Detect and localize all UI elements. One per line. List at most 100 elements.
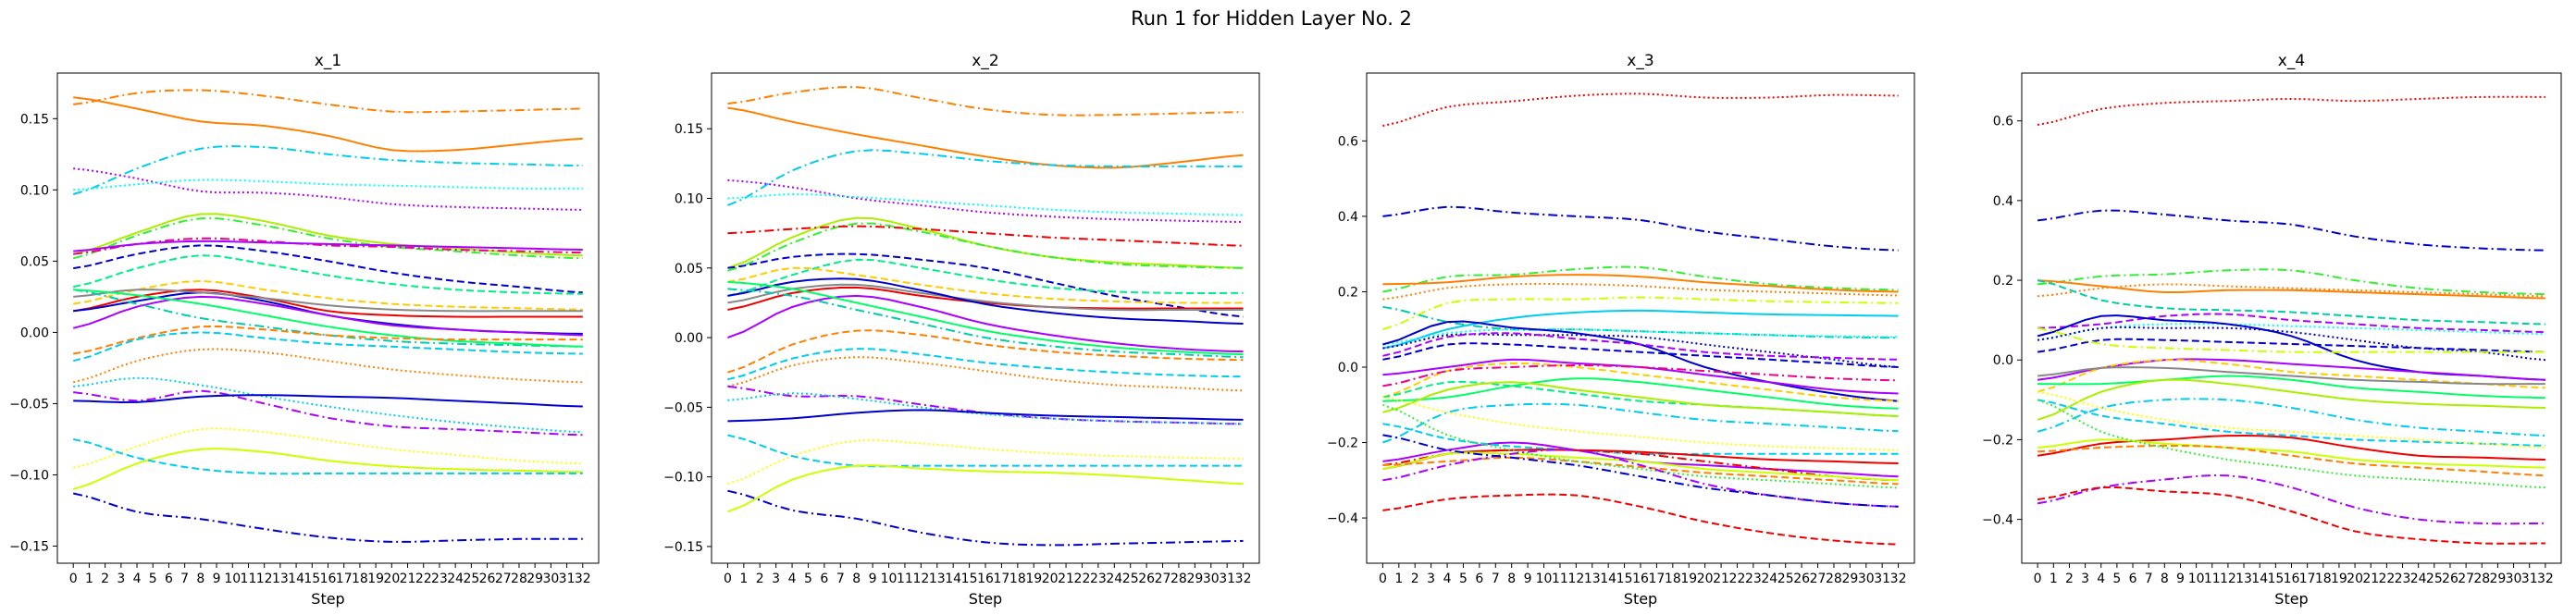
series-line-x_1-0 [73, 96, 583, 153]
series-line-x_2-23 [727, 438, 1244, 486]
series-line-x_2-19 [727, 356, 1244, 392]
x-tick-label: 4 [133, 572, 142, 586]
series-line-x_1-10 [72, 254, 583, 295]
x-tick-label: 10 [881, 572, 898, 586]
series-line-x_2-24 [727, 434, 1244, 468]
series-line-x_2-15 [727, 288, 1244, 359]
series-line-x_3-8 [1382, 327, 1899, 346]
x-tick-label: 13 [272, 572, 289, 586]
series-line-x_1-12 [73, 279, 583, 311]
series-line-x_2-0 [727, 106, 1244, 169]
series-line-x_2-9 [727, 258, 1244, 297]
x-tick-label: 4 [2097, 572, 2105, 586]
x-tick-label: 20 [1042, 572, 1059, 586]
x-tick-label: 6 [820, 572, 828, 586]
x-tick-label: 30 [542, 572, 559, 586]
x-tick-label: 2 [756, 572, 764, 586]
x-tick-label: 11 [2204, 572, 2221, 586]
y-tick-label: 0.6 [1993, 115, 2013, 129]
x-tick-label: 16 [977, 572, 994, 586]
subplot-title: x_2 [972, 52, 998, 70]
y-tick-label: 0.0 [1338, 361, 1358, 375]
x-tick-label: 5 [1459, 572, 1468, 586]
y-tick-label: 0.00 [20, 326, 49, 340]
series-line-x_1-19 [72, 331, 583, 363]
series-line-x_2-6 [727, 222, 1244, 272]
x-tick-label: 29 [526, 572, 543, 586]
series-line-x_4-16 [2037, 378, 2545, 421]
series-line-x_2-13 [727, 277, 1244, 325]
x-tick-label: 6 [1475, 572, 1483, 586]
x-tick-label: 2 [1411, 572, 1419, 586]
series-line-x_3-19 [1382, 402, 1899, 444]
x-tick-label: 9 [2176, 572, 2185, 586]
series-line-x_4-5 [2037, 279, 2545, 326]
series-line-x_4-18 [2037, 399, 2545, 447]
series-line-x_4-15 [2037, 375, 2545, 400]
x-tick-label: 21 [1713, 572, 1729, 586]
y-tick-label: −0.2 [1327, 437, 1358, 451]
series-line-x_1-11 [73, 289, 583, 318]
x-tick-label: 28 [1826, 572, 1842, 586]
series-line-x_4-1 [2037, 209, 2545, 252]
x-tick-label: 7 [836, 572, 845, 586]
x-tick-label: 9 [869, 572, 877, 586]
series-line-x_3-14 [1382, 362, 1899, 402]
plot-frame [56, 72, 600, 564]
x-tick-label: 8 [1507, 572, 1516, 586]
x-tick-label: 11 [241, 572, 257, 586]
series-line-x_4-9 [2037, 326, 2545, 362]
x-tick-label: 32 [1235, 572, 1252, 586]
series-line-x_1-9 [73, 244, 583, 294]
subplot-x_4: x_4−0.4−0.20.00.20.40.60 1 2 3 4 5 6 7 8 9 10 11 12 1… [1982, 52, 2562, 608]
subplot-title: x_4 [2278, 52, 2305, 70]
x-tick-label: 19 [1680, 572, 1697, 586]
x-tick-label: 21 [400, 572, 416, 586]
subplot-x_1: x_1−0.15−0.10−0.050.000.050.100.150 1 2 3 4 5… [9, 52, 600, 608]
x-tick-label: 13 [2235, 572, 2252, 586]
x-tick-label: 21 [1058, 572, 1074, 586]
x-tick-label: 27 [1810, 572, 1827, 586]
x-tick-label: 25 [1777, 572, 1794, 586]
series-line-x_4-23 [2037, 399, 2545, 489]
x-tick-label: 14 [1600, 572, 1616, 586]
series-line-x_1-22 [73, 376, 583, 434]
x-tick-label: 6 [2129, 572, 2137, 586]
y-tick-label: −0.4 [1327, 511, 1358, 526]
series-line-x_4-2 [2037, 268, 2545, 296]
series-line-x_4-22 [2037, 444, 2545, 477]
series-line-x_3-26 [1382, 456, 1899, 486]
x-tick-label: 23 [1090, 572, 1107, 586]
series-line-x_3-17 [1382, 380, 1899, 417]
series-line-x_4-4 [2037, 279, 2545, 300]
plot-frame [711, 72, 1260, 564]
x-tick-label: 1 [739, 572, 748, 586]
x-tick-label: 9 [1524, 572, 1532, 586]
y-tick-label: −0.05 [663, 400, 703, 415]
x-tick-label: 22 [1074, 572, 1091, 586]
x-tick-label: 1 [1394, 572, 1403, 586]
series-line-x_2-22 [727, 409, 1244, 423]
series-line-x_3-28 [1382, 449, 1899, 508]
plot-frame [1366, 72, 1915, 564]
x-tick-label: 30 [2506, 572, 2522, 586]
y-tick-label: −0.15 [9, 540, 49, 555]
series-line-x_2-21 [727, 392, 1244, 425]
series-line-x_4-17 [2037, 398, 2545, 437]
x-tick-label: 28 [2473, 572, 2490, 586]
x-tick-label: 3 [1427, 572, 1435, 586]
y-tick-label: −0.2 [1982, 433, 2013, 448]
x-tick-label: 29 [2489, 572, 2506, 586]
x-tick-label: 25 [463, 572, 479, 586]
x-tick-label: 15 [2267, 572, 2284, 586]
x-tick-label: 27 [1155, 572, 1171, 586]
series-line-x_4-19 [2037, 390, 2545, 449]
y-tick-label: −0.05 [9, 397, 49, 412]
series-line-x_4-6 [2037, 313, 2545, 334]
series-line-x_2-1 [727, 86, 1244, 117]
series-line-x_1-26 [72, 438, 583, 475]
x-tick-label: 23 [431, 572, 448, 586]
x-tick-label: 12 [256, 572, 273, 586]
x-tick-label: 5 [149, 572, 157, 586]
series-line-x_1-2 [72, 145, 583, 195]
